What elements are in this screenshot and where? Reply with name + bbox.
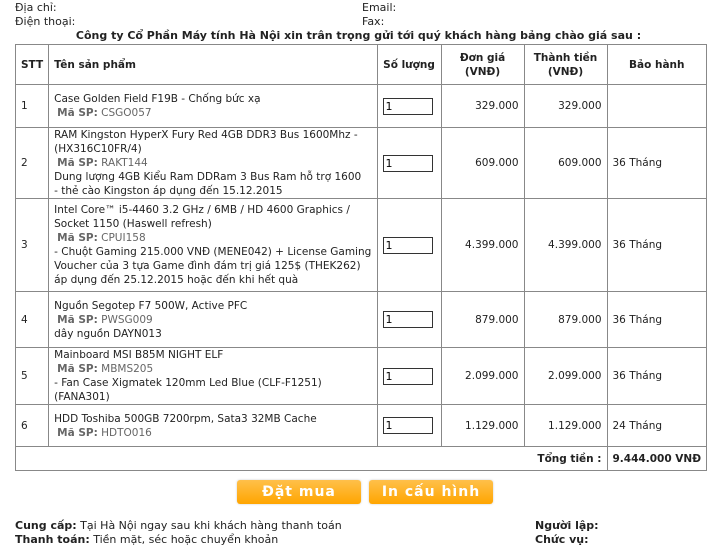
product-code: CPUI158 (101, 232, 146, 244)
product-code: RAKT144 (101, 157, 148, 169)
payment-label: Thanh toán: (15, 533, 90, 546)
col-total: Thành tiền (VNĐ) (523, 44, 608, 85)
quantity-input[interactable] (382, 154, 433, 172)
row-stt: 4 (14, 291, 50, 348)
total-row: Tổng tiền : 9.444.000 VNĐ (15, 446, 707, 471)
product-code: PWSG009 (101, 313, 153, 326)
table-row: 6 HDD Toshiba 500GB 7200rpm, Sata3 32MB … (14, 404, 707, 447)
warranty: 36 Tháng (606, 291, 707, 348)
product-code: MBMS205 (101, 363, 154, 375)
product-code: CSGO057 (101, 107, 152, 119)
table-row: 2 RAM Kingston HyperX Fury Red 4GB DDR3 … (14, 127, 707, 199)
order-button[interactable]: Đặt mua (237, 480, 361, 504)
product-code: HDTO016 (101, 426, 152, 439)
fax-label: Fax: (362, 15, 385, 28)
creator-label: Người lập: (535, 519, 599, 532)
product-name: Mainboard MSI B85M NIGHT ELF (54, 349, 224, 361)
phone-label: Điện thoại: (15, 15, 76, 28)
line-total: 879.000 (523, 291, 608, 348)
quantity-input[interactable] (382, 97, 433, 115)
supply-text: Tại Hà Nội ngay sau khi khách hàng thanh… (80, 519, 342, 532)
code-label: Mã SP: (57, 363, 98, 375)
quantity-input[interactable] (382, 236, 433, 254)
product-name: Intel Core™ i5-4460 3.2 GHz / 6MB / HD 4… (54, 204, 350, 230)
line-total: 2.099.000 (523, 347, 608, 405)
email-label: Email: (362, 1, 397, 14)
product-notes: - Fan Case Xigmatek 120mm Led Blue (CLF-… (54, 377, 322, 403)
product-notes: dây nguồn DAYN013 (54, 327, 162, 340)
row-stt: 1 (14, 84, 50, 128)
total-label: Tổng tiền : (15, 446, 608, 471)
product-name: Case Golden Field F19B - Chống bức xạ (54, 93, 261, 105)
row-stt: 5 (14, 347, 50, 405)
unit-price: 2.099.000 (440, 347, 525, 405)
unit-price: 329.000 (440, 84, 525, 128)
quantity-input[interactable] (382, 417, 433, 434)
supply-label: Cung cấp: (15, 519, 77, 532)
address-label: Địa chỉ: (15, 1, 57, 14)
warranty: 24 Tháng (606, 404, 707, 447)
intro-text: Công ty Cổ Phần Máy tính Hà Nội xin trân… (75, 29, 642, 42)
row-stt: 2 (14, 127, 50, 199)
code-label: Mã SP: (57, 107, 98, 119)
product-notes: - Chuột Gaming 215.000 VNĐ (MENE042) + L… (54, 246, 372, 286)
print-config-button[interactable]: In cấu hình (369, 480, 493, 504)
quote-table: STT Tên sản phẩm Số lượng Đơn giá (VNĐ) … (14, 44, 707, 471)
unit-price: 609.000 (440, 127, 525, 199)
col-price: Đơn giá (VNĐ) (440, 44, 525, 85)
product-name: HDD Toshiba 500GB 7200rpm, Sata3 32MB Ca… (54, 412, 317, 425)
col-qty: Số lượng (376, 44, 442, 85)
position-label: Chức vụ: (535, 533, 589, 546)
total-value: 9.444.000 VNĐ (612, 452, 702, 465)
col-stt: STT (14, 44, 50, 85)
payment-text: Tiền mặt, séc hoặc chuyển khoản (93, 533, 279, 546)
code-label: Mã SP: (57, 426, 98, 439)
table-row: 3 Intel Core™ i5-4460 3.2 GHz / 6MB / HD… (14, 198, 707, 292)
product-name: RAM Kingston HyperX Fury Red 4GB DDR3 Bu… (54, 129, 358, 155)
code-label: Mã SP: (57, 313, 98, 326)
quantity-input[interactable] (382, 311, 433, 328)
row-stt: 3 (14, 198, 50, 292)
warranty: 36 Tháng (606, 127, 707, 199)
table-header: STT Tên sản phẩm Số lượng Đơn giá (VNĐ) … (14, 44, 707, 85)
row-stt: 6 (14, 404, 50, 447)
line-total: 609.000 (523, 127, 608, 199)
product-name: Nguồn Segotep F7 500W, Active PFC (54, 299, 248, 312)
quantity-input[interactable] (382, 367, 433, 385)
line-total: 1.129.000 (523, 404, 608, 447)
table-row: 5 Mainboard MSI B85M NIGHT ELF Mã SP: MB… (14, 347, 707, 405)
unit-price: 1.129.000 (440, 404, 525, 447)
unit-price: 4.399.000 (440, 198, 525, 292)
unit-price: 879.000 (440, 291, 525, 348)
line-total: 4.399.000 (523, 198, 608, 292)
warranty: 36 Tháng (606, 347, 707, 405)
table-row: 1 Case Golden Field F19B - Chống bức xạ … (14, 84, 707, 128)
product-notes: Dung lượng 4GB Kiểu Ram DDRam 3 Bus Ram … (54, 171, 362, 197)
col-name: Tên sản phẩm (48, 44, 378, 85)
table-row: 4 Nguồn Segotep F7 500W, Active PFC Mã S… (14, 291, 707, 348)
line-total: 329.000 (523, 84, 608, 128)
code-label: Mã SP: (57, 157, 98, 169)
col-warranty: Bảo hành (606, 44, 707, 85)
warranty: 36 Tháng (606, 198, 707, 292)
code-label: Mã SP: (57, 232, 98, 244)
warranty (606, 84, 707, 128)
